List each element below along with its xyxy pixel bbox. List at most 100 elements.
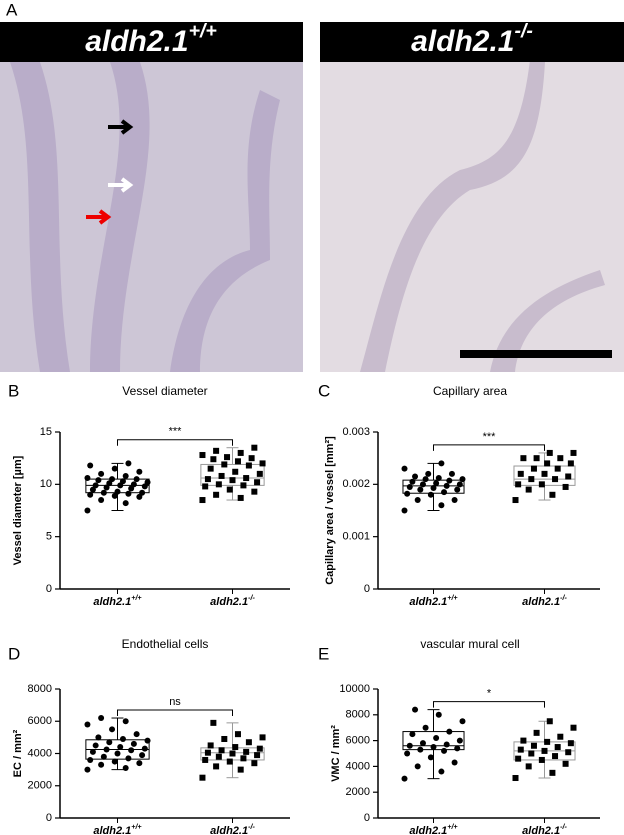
data-point bbox=[139, 489, 146, 496]
data-point bbox=[122, 472, 129, 479]
data-point bbox=[443, 482, 450, 489]
data-point bbox=[243, 748, 250, 755]
data-point bbox=[224, 454, 231, 461]
y-tick-label: 4000 bbox=[28, 747, 52, 759]
data-point bbox=[446, 477, 453, 484]
y-tick-label: 0.003 bbox=[342, 426, 370, 438]
data-point bbox=[528, 476, 535, 483]
data-point bbox=[528, 750, 535, 757]
data-point bbox=[512, 497, 519, 504]
data-point bbox=[554, 465, 561, 472]
x-tick-label: aldh2.1+/+ bbox=[409, 594, 458, 608]
data-point bbox=[401, 775, 408, 782]
x-tick-label: aldh2.1-/- bbox=[210, 823, 255, 835]
data-point bbox=[254, 479, 261, 486]
y-axis-label: Vessel diameter [µm] bbox=[12, 455, 24, 565]
data-point bbox=[419, 740, 426, 747]
data-point bbox=[204, 476, 211, 483]
data-point bbox=[422, 724, 429, 731]
data-point bbox=[100, 489, 107, 496]
data-point bbox=[414, 763, 421, 770]
data-point bbox=[404, 490, 411, 497]
data-point bbox=[517, 746, 524, 753]
data-point bbox=[515, 481, 522, 488]
data-point bbox=[119, 735, 126, 742]
data-point bbox=[254, 752, 261, 759]
data-point bbox=[130, 481, 137, 488]
data-point bbox=[557, 455, 564, 462]
data-point bbox=[456, 481, 463, 488]
data-point bbox=[515, 755, 522, 762]
data-point bbox=[401, 507, 408, 514]
y-tick-label: 4000 bbox=[346, 760, 370, 772]
data-point bbox=[84, 475, 91, 482]
data-point bbox=[119, 478, 126, 485]
data-point bbox=[544, 738, 551, 745]
data-point bbox=[109, 726, 116, 733]
data-point bbox=[215, 753, 222, 760]
data-point bbox=[544, 460, 551, 467]
data-point bbox=[256, 470, 263, 477]
data-point bbox=[533, 729, 540, 736]
y-tick-label: 6000 bbox=[346, 735, 370, 747]
data-point bbox=[562, 760, 569, 767]
data-point bbox=[256, 745, 263, 752]
data-point bbox=[139, 752, 146, 759]
data-point bbox=[221, 461, 228, 468]
data-point bbox=[226, 758, 233, 765]
data-point bbox=[87, 756, 94, 763]
data-point bbox=[240, 482, 247, 489]
data-point bbox=[567, 740, 574, 747]
data-point bbox=[525, 763, 532, 770]
data-point bbox=[554, 744, 561, 751]
data-point bbox=[557, 733, 564, 740]
data-point bbox=[202, 483, 209, 490]
data-point bbox=[425, 470, 432, 477]
chart-title: Vessel diameter bbox=[122, 384, 207, 398]
data-point bbox=[251, 488, 258, 495]
y-axis-label: EC / mm² bbox=[12, 729, 24, 777]
box bbox=[402, 479, 465, 494]
data-point bbox=[549, 769, 556, 776]
data-point bbox=[441, 747, 448, 754]
data-point bbox=[87, 491, 94, 498]
data-point bbox=[125, 755, 132, 762]
data-point bbox=[530, 465, 537, 472]
data-point bbox=[84, 721, 91, 728]
y-tick-label: 15 bbox=[40, 426, 52, 438]
significance-bracket bbox=[433, 701, 545, 708]
data-point bbox=[199, 774, 206, 781]
data-point bbox=[229, 750, 236, 757]
y-tick-label: 6000 bbox=[28, 715, 52, 727]
y-tick-label: 10 bbox=[40, 478, 52, 490]
data-point bbox=[92, 482, 99, 489]
data-point bbox=[538, 756, 545, 763]
data-point bbox=[438, 502, 445, 509]
x-tick-label: aldh2.1+/+ bbox=[409, 823, 458, 835]
data-point bbox=[234, 458, 241, 465]
data-point bbox=[259, 460, 266, 467]
data-point bbox=[128, 747, 135, 754]
data-point bbox=[412, 706, 419, 713]
data-point bbox=[204, 749, 211, 756]
data-point bbox=[435, 711, 442, 718]
data-point bbox=[414, 497, 421, 504]
chart-title: Capillary area bbox=[433, 384, 507, 398]
y-tick-label: 10000 bbox=[339, 683, 370, 695]
data-point bbox=[417, 746, 424, 753]
data-point bbox=[141, 745, 148, 752]
data-point bbox=[456, 737, 463, 744]
data-point bbox=[441, 489, 448, 496]
data-point bbox=[106, 739, 113, 746]
data-point bbox=[546, 449, 553, 456]
panel-label: B bbox=[8, 381, 19, 400]
data-point bbox=[427, 754, 434, 761]
data-point bbox=[251, 760, 258, 767]
data-point bbox=[401, 465, 408, 472]
data-point bbox=[84, 766, 91, 773]
y-tick-label: 2000 bbox=[346, 786, 370, 798]
data-point bbox=[530, 742, 537, 749]
data-point bbox=[109, 476, 116, 483]
